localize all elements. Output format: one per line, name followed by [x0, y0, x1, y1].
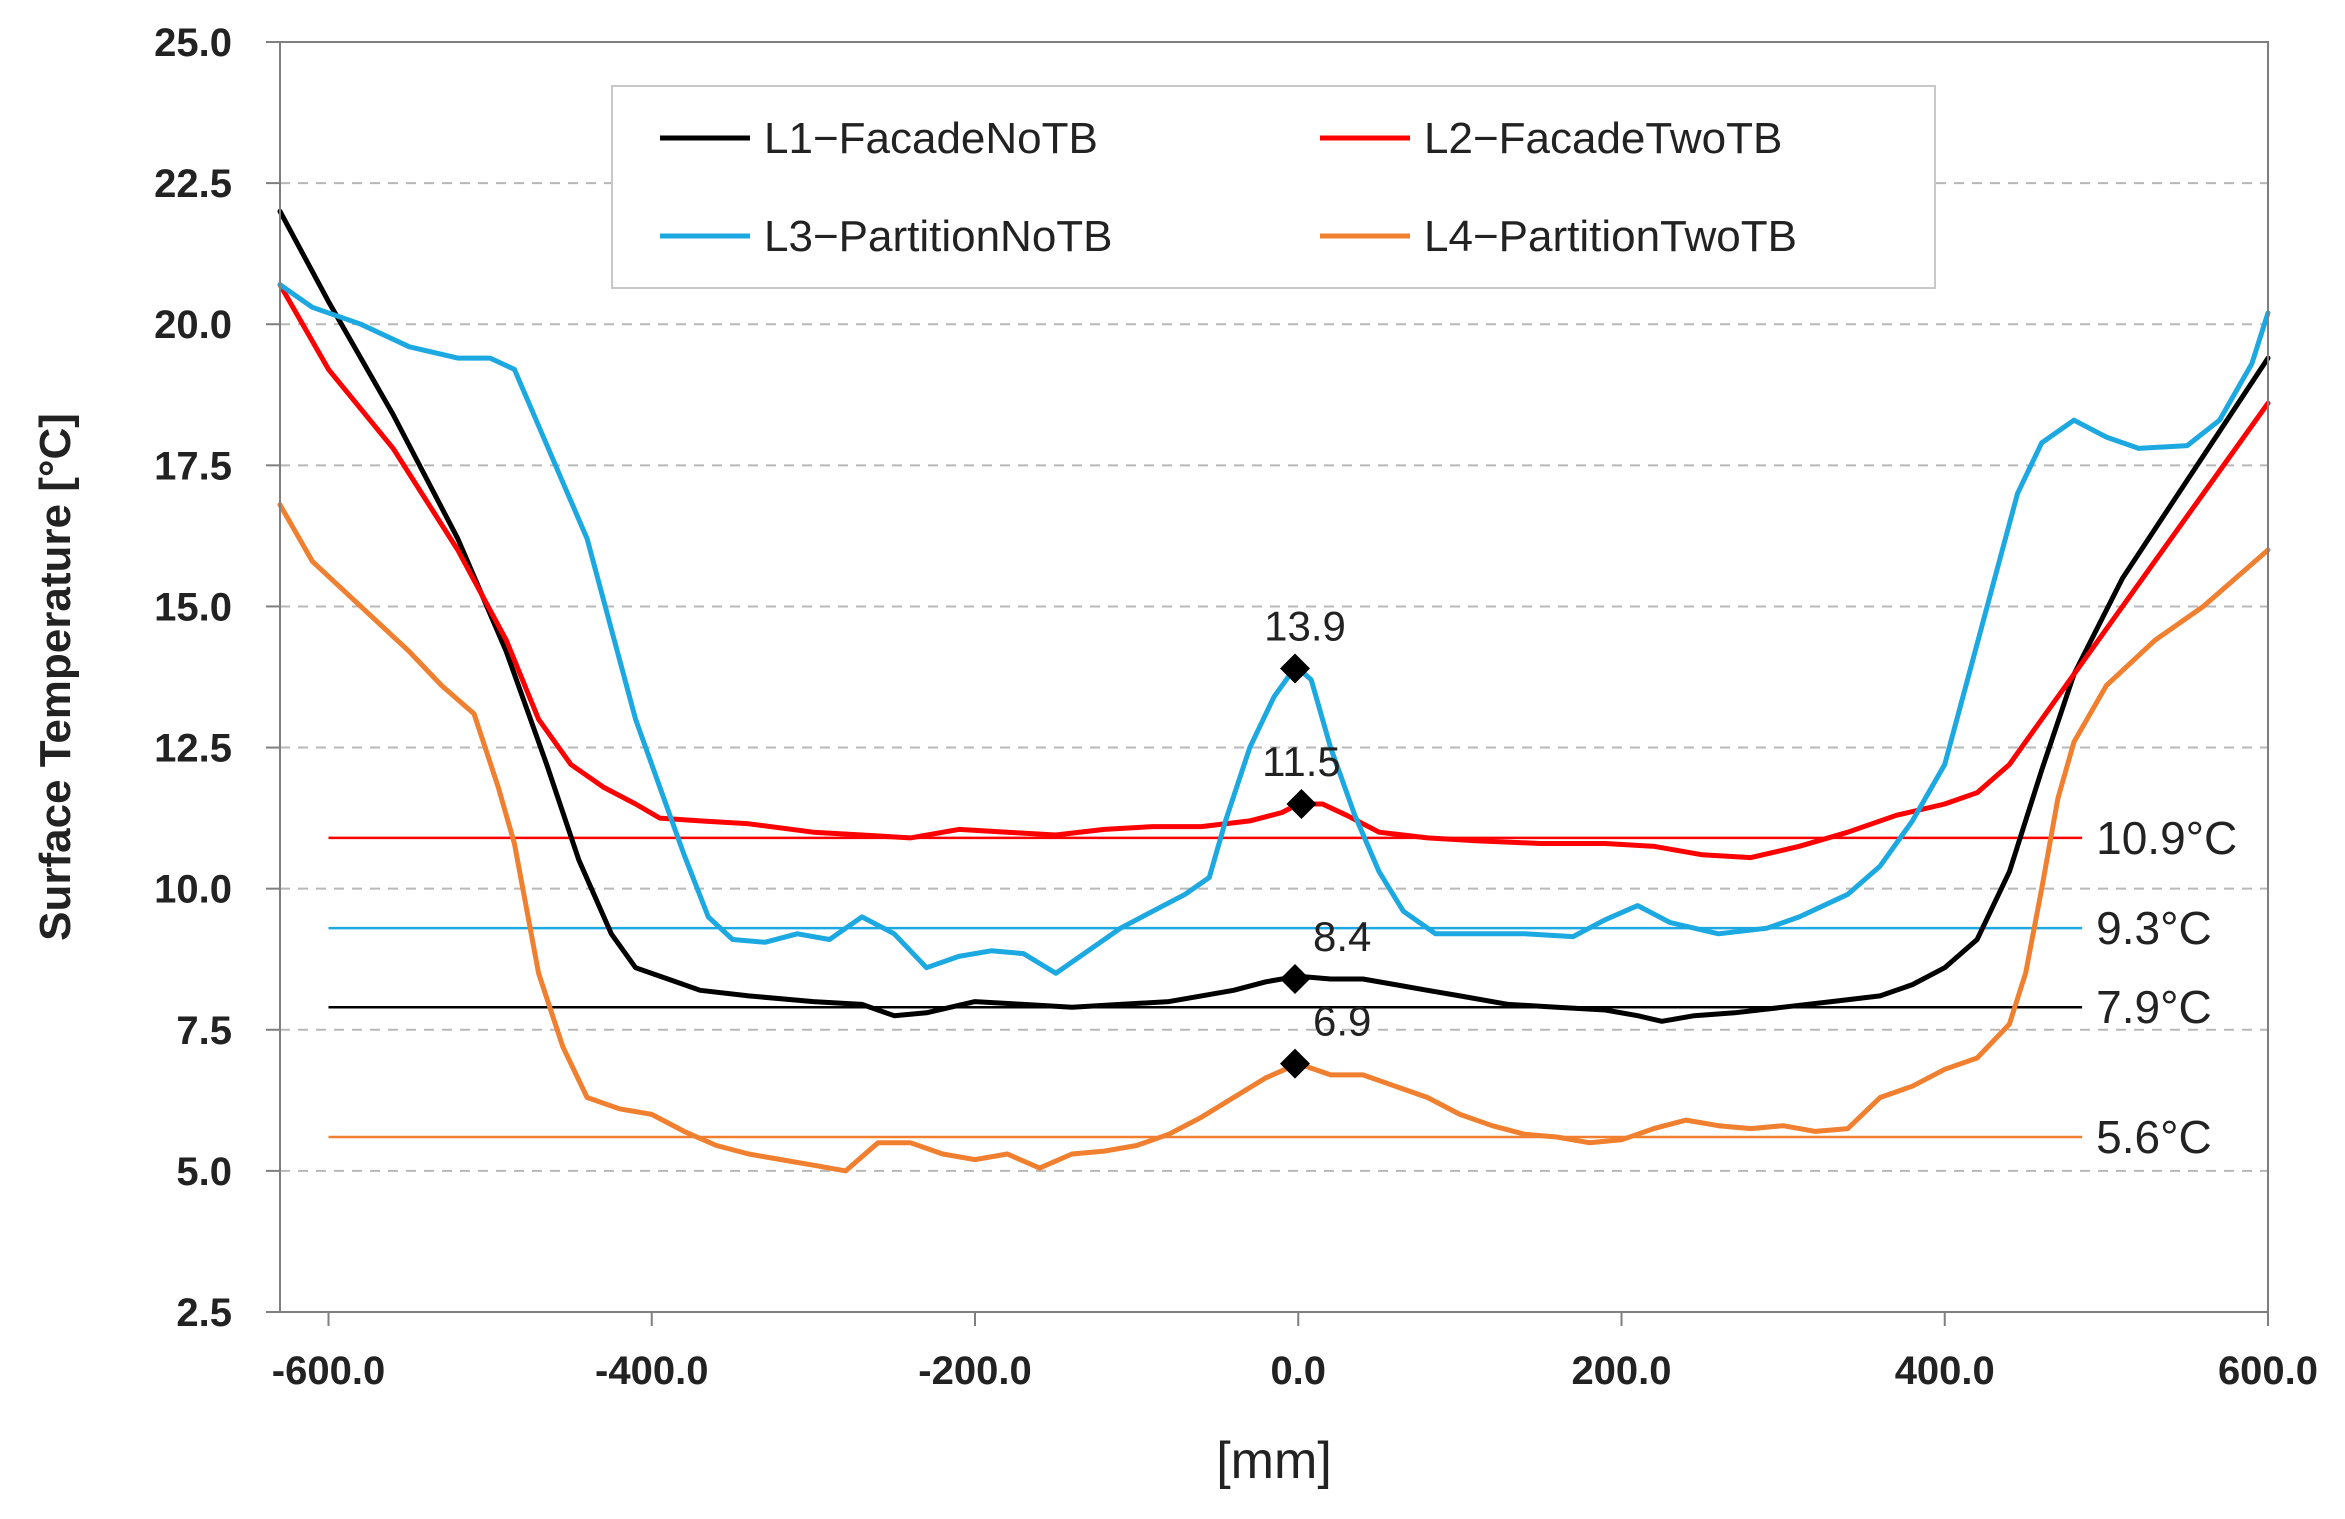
- series-line-1: [277, 208, 2271, 1024]
- axes: 2.5 5.0 7.5 10.0 12.5 15.0 17.5 20.0 22.5 25.0 -60…: [154, 21, 2318, 1393]
- peak-label-2: 11.5: [1262, 738, 1341, 785]
- peak-label-4: 6.9: [1313, 998, 1371, 1045]
- series-line-3: [277, 282, 2271, 976]
- y-tick-label: 2.5: [176, 1291, 232, 1335]
- legend-label-3: L3−PartitionNoTB: [764, 212, 1113, 261]
- peak-markers: 13.9 11.5 8.4 6.9: [1262, 603, 1371, 1079]
- legend-label-4: L4−PartitionTwoTB: [1424, 212, 1797, 261]
- peak-marker-2: [1286, 789, 1317, 819]
- y-tick-label: 25.0: [154, 21, 232, 65]
- x-tick-label: -400.0: [595, 1349, 708, 1393]
- y-tick-label: 12.5: [154, 727, 232, 771]
- x-tick-label: 400.0: [1895, 1349, 1995, 1393]
- x-tick-label: 0.0: [1270, 1349, 1326, 1393]
- legend: L1−FacadeNoTB L2−FacadeTwoTB L3−PartitionN…: [611, 85, 1936, 289]
- legend-box: [611, 85, 1936, 289]
- series-line-4: [277, 502, 2271, 1174]
- reference-label-4: 5.6°C: [2096, 1111, 2212, 1163]
- reference-label-3: 9.3°C: [2096, 902, 2212, 954]
- y-axis-title: Surface Temperature [°C]: [31, 413, 80, 941]
- y-tick-label: 7.5: [176, 1009, 232, 1053]
- peak-label-3: 8.4: [1313, 913, 1371, 960]
- peak-marker-1: [1280, 653, 1311, 684]
- legend-label-2: L2−FacadeTwoTB: [1424, 114, 1782, 163]
- reference-label-2: 10.9°C: [2096, 812, 2237, 864]
- y-tick-label: 5.0: [176, 1150, 232, 1194]
- x-tick-label: -200.0: [918, 1349, 1031, 1393]
- plot-area-frame: [279, 41, 2269, 1313]
- y-tick-label: 10.0: [154, 868, 232, 912]
- series-line-2: [277, 282, 2271, 861]
- peak-label-1: 13.9: [1264, 603, 1346, 650]
- reference-lines: 7.9°C 10.9°C 9.3°C 5.6°C: [328, 812, 2237, 1163]
- peak-marker-4: [1280, 1048, 1311, 1079]
- reference-label-1: 7.9°C: [2096, 981, 2212, 1033]
- x-axis-title: [mm]: [1216, 1432, 1332, 1490]
- y-tick-label: 22.5: [154, 162, 232, 206]
- legend-label-1: L1−FacadeNoTB: [764, 114, 1098, 163]
- y-tick-label: 17.5: [154, 444, 232, 488]
- x-tick-label: 200.0: [1571, 1349, 1671, 1393]
- y-tick-label: 15.0: [154, 585, 232, 629]
- peak-marker-3: [1280, 963, 1311, 994]
- x-tick-label: 600.0: [2218, 1349, 2318, 1393]
- series-lines: [277, 208, 2271, 1174]
- x-tick-label: -600.0: [272, 1349, 385, 1393]
- y-tick-label: 20.0: [154, 303, 232, 347]
